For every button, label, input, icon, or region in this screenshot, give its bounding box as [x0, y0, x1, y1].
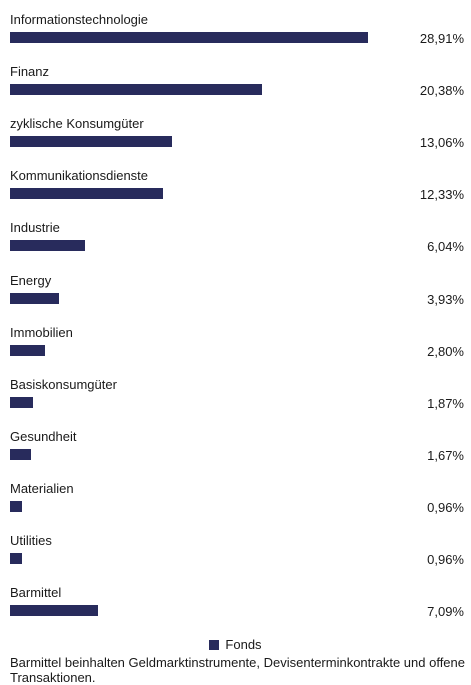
legend-swatch: [209, 640, 220, 650]
bar-row: Basiskonsumgüter 1,87%: [0, 377, 471, 429]
bar-row: Energy 3,93%: [0, 273, 471, 325]
legend-label: Fonds: [225, 637, 262, 652]
bar-row: Industrie 6,04%: [0, 220, 471, 272]
category-label: Energy: [10, 272, 52, 288]
bar-row: Gesundheit 1,67%: [0, 429, 471, 481]
bar: [10, 553, 22, 564]
bar: [10, 84, 263, 96]
bar: [10, 605, 98, 617]
value-label: 1,87%: [427, 395, 464, 411]
bar: [10, 292, 59, 304]
bar: [10, 32, 368, 43]
bar-chart: Informationstechnologie 28,91% Finanz 20,38…: [0, 12, 471, 619]
bar-row: Materialien 0,96%: [0, 481, 471, 533]
bar: [10, 448, 31, 460]
bar: [10, 240, 85, 252]
bar-row: zyklische Konsumgüter 13,06%: [0, 116, 471, 168]
value-label: 0,96%: [427, 499, 464, 515]
category-label: Industrie: [10, 220, 60, 236]
bar: [10, 396, 34, 408]
category-label: Informationstechnologie: [10, 12, 149, 27]
value-label: 28,91%: [419, 31, 464, 46]
bar-row: Immobilien 2,80%: [0, 325, 471, 377]
value-label: 0,96%: [427, 552, 464, 567]
footnote: Barmittel beinhalten Geldmarktinstrument…: [10, 655, 465, 685]
bar-row: Barmittel 7,09%: [0, 585, 471, 637]
value-label: 20,38%: [419, 83, 464, 99]
bar: [10, 500, 22, 512]
value-label: 6,04%: [427, 239, 464, 255]
category-label: Basiskonsumgüter: [10, 376, 117, 392]
value-label: 7,09%: [427, 604, 464, 620]
legend: Fonds: [0, 637, 471, 653]
category-label: Barmittel: [10, 585, 62, 601]
category-label: Finanz: [10, 64, 50, 80]
bar-row: Finanz 20,38%: [0, 64, 471, 116]
category-label: Utilities: [10, 533, 52, 548]
bar: [10, 136, 172, 148]
category-label: Materialien: [10, 480, 74, 496]
value-label: 2,80%: [427, 343, 464, 359]
category-label: Gesundheit: [10, 428, 77, 444]
bar-row: Kommunikationsdienste 12,33%: [0, 168, 471, 220]
value-label: 3,93%: [427, 291, 464, 307]
category-label: Kommunikationsdienste: [10, 168, 149, 184]
category-label: zyklische Konsumgüter: [10, 116, 144, 132]
value-label: 1,67%: [427, 447, 464, 463]
bar: [10, 188, 163, 200]
bar: [10, 344, 45, 356]
category-label: Immobilien: [10, 324, 73, 340]
bar-row: Utilities 0,96%: [0, 533, 471, 585]
value-label: 13,06%: [419, 135, 464, 151]
bar-row: Informationstechnologie 28,91%: [0, 12, 471, 64]
value-label: 12,33%: [419, 187, 464, 203]
